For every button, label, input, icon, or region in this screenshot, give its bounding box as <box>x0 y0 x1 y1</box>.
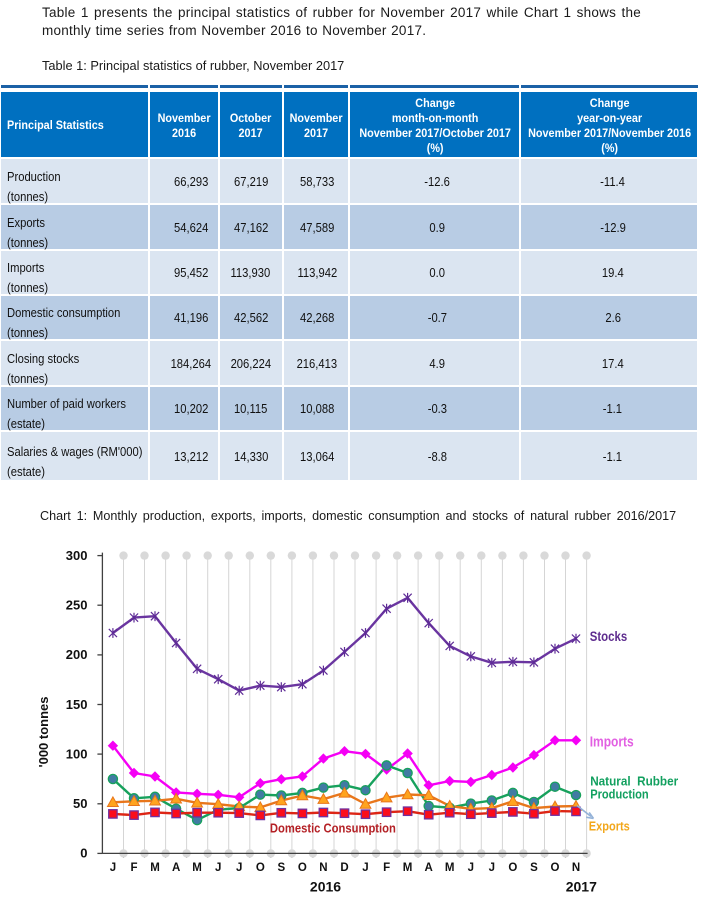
svg-text:O: O <box>298 862 307 874</box>
svg-text:A: A <box>172 862 180 874</box>
svg-text:Natural Rubber: Natural Rubber <box>590 775 678 789</box>
svg-text:Production: Production <box>590 787 649 801</box>
svg-text:M: M <box>403 862 413 874</box>
svg-text:J: J <box>110 862 116 874</box>
svg-text:S: S <box>277 862 285 874</box>
svg-text:Domestic Consumption: Domestic Consumption <box>270 822 396 836</box>
svg-text:J: J <box>362 862 368 874</box>
svg-text:2016: 2016 <box>310 879 341 895</box>
svg-text:J: J <box>215 862 221 874</box>
svg-text:J: J <box>468 862 474 874</box>
svg-text:300: 300 <box>66 548 88 563</box>
svg-text:O: O <box>256 862 265 874</box>
svg-text:250: 250 <box>66 598 88 613</box>
svg-text:50: 50 <box>73 796 87 811</box>
svg-text:M: M <box>150 862 160 874</box>
svg-text:Stocks: Stocks <box>590 629 628 644</box>
svg-text:200: 200 <box>66 647 88 662</box>
svg-text:N: N <box>572 862 580 874</box>
svg-text:S: S <box>530 862 538 874</box>
svg-text:0: 0 <box>80 846 87 861</box>
svg-text:Exports: Exports <box>589 819 630 833</box>
svg-text:J: J <box>489 862 495 874</box>
svg-text:D: D <box>340 862 348 874</box>
svg-text:J: J <box>236 862 242 874</box>
svg-text:O: O <box>551 862 560 874</box>
svg-text:100: 100 <box>66 746 88 761</box>
svg-text:150: 150 <box>66 697 88 712</box>
svg-text:Imports: Imports <box>590 735 634 751</box>
svg-text:A: A <box>425 862 433 874</box>
svg-text:2017: 2017 <box>566 879 597 895</box>
svg-text:M: M <box>192 862 202 874</box>
svg-text:O: O <box>508 862 517 874</box>
svg-text:'000 tonnes: '000 tonnes <box>37 696 51 767</box>
svg-text:M: M <box>445 862 455 874</box>
svg-text:F: F <box>130 862 137 874</box>
svg-text:N: N <box>319 862 327 874</box>
svg-text:F: F <box>383 862 390 874</box>
